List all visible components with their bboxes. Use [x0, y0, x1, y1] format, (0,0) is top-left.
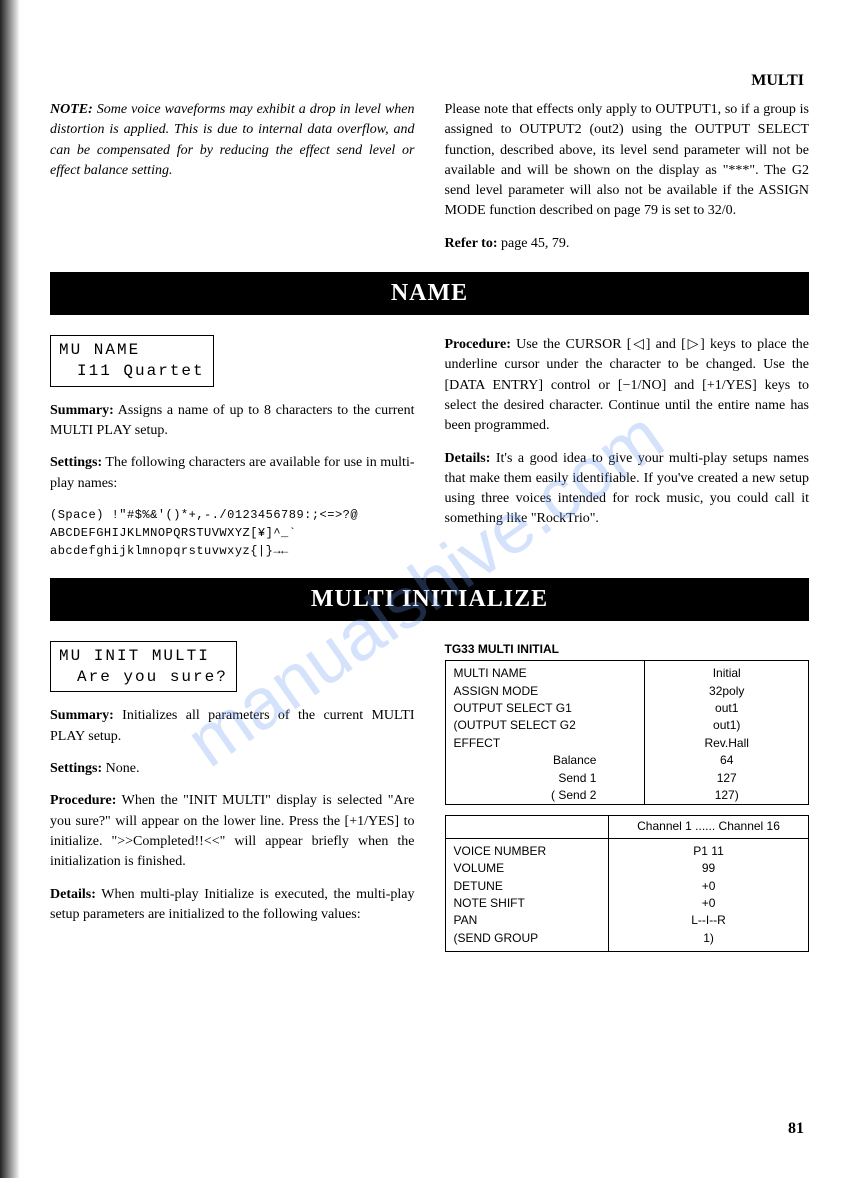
left-column: NOTE: Some voice waveforms may exhibit a…: [50, 100, 415, 254]
page-binding-shadow: [0, 0, 20, 1178]
table-cell: out1): [653, 717, 800, 734]
table-cell: NOTE SHIFT: [454, 895, 601, 912]
table-cell: 1): [617, 930, 800, 947]
summary-label: Summary:: [50, 403, 114, 418]
charset-line2: ABCDEFGHIJKLMNOPQRSTUVWXYZ[¥]^_`: [50, 524, 415, 542]
note-paragraph: NOTE: Some voice waveforms may exhibit a…: [50, 100, 415, 181]
name-settings: Settings: The following characters are a…: [50, 453, 415, 494]
init-details-label: Details:: [50, 887, 96, 902]
lcd-init-line1: MU INIT MULTI: [59, 646, 228, 667]
details-text: It's a good idea to give your multi-play…: [445, 451, 810, 527]
table-cell: 99: [617, 860, 800, 877]
init-procedure: Procedure: When the "INIT MULTI" display…: [50, 791, 415, 872]
details-label: Details:: [445, 451, 491, 466]
table-cell: ASSIGN MODE: [454, 683, 637, 700]
name-left-col: MU NAME I11 Quartet Summary: Assigns a n…: [50, 335, 415, 560]
table-cell: 127): [653, 787, 800, 804]
right-top-text: Please note that effects only apply to O…: [445, 100, 810, 222]
name-procedure: Procedure: Use the CURSOR [◁] and [▷] ke…: [445, 335, 810, 436]
lcd-display-name: MU NAME I11 Quartet: [50, 335, 214, 387]
charset-block: (Space) !"#$%&'()*+,-./0123456789:;<=>?@…: [50, 506, 415, 560]
table-cell: +0: [617, 878, 800, 895]
init-right-col: TG33 MULTI INITIAL MULTI NAMEASSIGN MODE…: [445, 641, 810, 962]
name-details: Details: It's a good idea to give your m…: [445, 449, 810, 530]
table-cell: (SEND GROUP: [454, 930, 601, 947]
table-cell: OUTPUT SELECT G1: [454, 700, 637, 717]
init-left-col: MU INIT MULTI Are you sure? Summary: Ini…: [50, 641, 415, 962]
procedure-label: Procedure:: [445, 337, 511, 352]
lcd-display-init: MU INIT MULTI Are you sure?: [50, 641, 237, 693]
note-text: Some voice waveforms may exhibit a drop …: [50, 102, 415, 178]
name-summary: Summary: Assigns a name of up to 8 chara…: [50, 401, 415, 442]
init-settings: Settings: None.: [50, 759, 415, 779]
table-cell: PAN: [454, 912, 601, 929]
right-column: Please note that effects only apply to O…: [445, 100, 810, 254]
table-cell: ( Send 2: [454, 787, 637, 804]
table-cell: 32poly: [653, 683, 800, 700]
table-cell: EFFECT: [454, 735, 637, 752]
init-details-text: When multi-play Initialize is executed, …: [50, 887, 415, 922]
init-settings-text: None.: [102, 761, 139, 776]
table-cell: 64: [653, 752, 800, 769]
table-row: Channel 1 ...... Channel 16: [445, 816, 809, 838]
section-bar-init: MULTI INITIALIZE: [50, 578, 809, 621]
table-cell: +0: [617, 895, 800, 912]
page-number: 81: [788, 1120, 804, 1138]
table-cell: Rev.Hall: [653, 735, 800, 752]
lcd-line2: I11 Quartet: [59, 361, 205, 382]
table-cell: Initial: [653, 665, 800, 682]
name-right-col: Procedure: Use the CURSOR [◁] and [▷] ke…: [445, 335, 810, 560]
init-settings-label: Settings:: [50, 761, 102, 776]
table-cell: MULTI NAME: [454, 665, 637, 682]
table-cell: Send 1: [454, 770, 637, 787]
header-section-label: MULTI: [751, 72, 804, 90]
refer-to: Refer to: page 45, 79.: [445, 234, 810, 254]
refer-label: Refer to:: [445, 236, 498, 251]
init-table-1: MULTI NAMEASSIGN MODEOUTPUT SELECT G1(OU…: [445, 660, 810, 805]
t2-hdr-blank: [445, 816, 609, 838]
charset-line3: abcdefghijklmnopqrstuvwxyz{|}→←: [50, 542, 415, 560]
table-cell: 127: [653, 770, 800, 787]
init-columns: MU INIT MULTI Are you sure? Summary: Ini…: [50, 641, 809, 962]
init-details: Details: When multi-play Initialize is e…: [50, 885, 415, 926]
name-columns: MU NAME I11 Quartet Summary: Assigns a n…: [50, 335, 809, 560]
init-procedure-label: Procedure:: [50, 793, 116, 808]
table-cell: L--I--R: [617, 912, 800, 929]
table-title: TG33 MULTI INITIAL: [445, 641, 810, 658]
table-cell: VOLUME: [454, 860, 601, 877]
section-bar-name: NAME: [50, 272, 809, 315]
table-cell: out1: [653, 700, 800, 717]
lcd-init-line2: Are you sure?: [59, 667, 228, 688]
table-cell: Balance: [454, 752, 637, 769]
charset-line1: (Space) !"#$%&'()*+,-./0123456789:;<=>?@: [50, 506, 415, 524]
init-summary: Summary: Initializes all parameters of t…: [50, 706, 415, 747]
t2-hdr-channels: Channel 1 ...... Channel 16: [609, 816, 809, 838]
init-summary-label: Summary:: [50, 708, 114, 723]
table-cell: P1 11: [617, 843, 800, 860]
table-cell: DETUNE: [454, 878, 601, 895]
note-label: NOTE:: [50, 102, 93, 117]
refer-pages: page 45, 79.: [498, 236, 570, 251]
top-columns: NOTE: Some voice waveforms may exhibit a…: [50, 100, 809, 254]
table-cell: VOICE NUMBER: [454, 843, 601, 860]
lcd-line1: MU NAME: [59, 340, 205, 361]
settings-label: Settings:: [50, 455, 102, 470]
settings-text: The following characters are available f…: [50, 455, 415, 490]
init-table-2: Channel 1 ...... Channel 16 VOICE NUMBER…: [445, 815, 810, 952]
table-cell: (OUTPUT SELECT G2: [454, 717, 637, 734]
